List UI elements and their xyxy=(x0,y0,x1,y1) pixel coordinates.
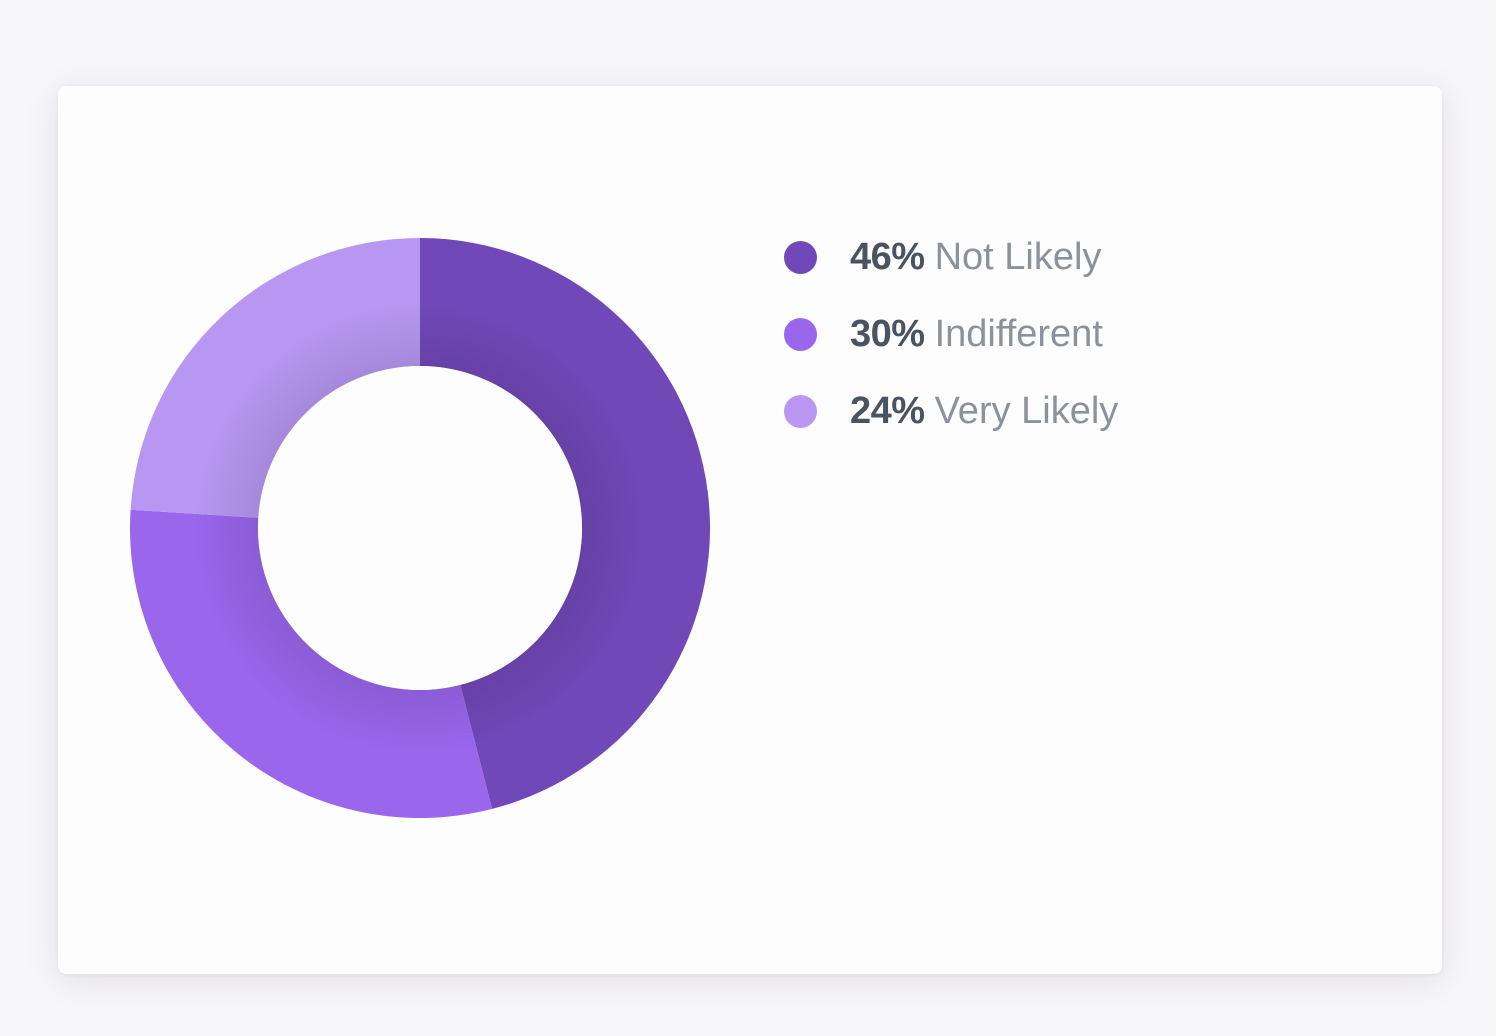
chart-legend: 46% Not Likely 30% Indifferent 24% Very Lik… xyxy=(784,234,1118,465)
legend-swatch-very-likely xyxy=(784,395,817,428)
legend-item-indifferent: 30% Indifferent xyxy=(784,311,1118,388)
chart-card: 46% Not Likely 30% Indifferent 24% Very Lik… xyxy=(58,86,1442,974)
legend-label-not-likely: Not Likely xyxy=(934,236,1102,278)
legend-item-not-likely: 46% Not Likely xyxy=(784,234,1118,311)
legend-value-very-likely: 24% xyxy=(850,390,925,432)
legend-swatch-not-likely xyxy=(784,241,817,274)
legend-value-indifferent: 30% xyxy=(850,313,925,355)
donut-hole xyxy=(258,366,582,690)
legend-label-indifferent: Indifferent xyxy=(934,313,1103,355)
legend-label-very-likely: Very Likely xyxy=(934,390,1119,432)
donut-chart xyxy=(130,238,710,818)
legend-swatch-indifferent xyxy=(784,318,817,351)
legend-item-very-likely: 24% Very Likely xyxy=(784,388,1118,465)
legend-value-not-likely: 46% xyxy=(850,236,925,278)
